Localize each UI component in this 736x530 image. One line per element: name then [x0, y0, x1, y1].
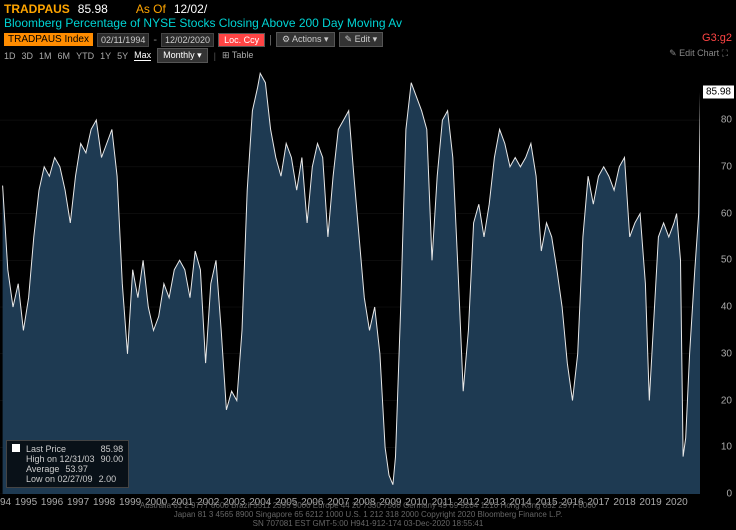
interval-1m[interactable]: 1M [39, 51, 52, 61]
interval-ytd[interactable]: YTD [76, 51, 94, 61]
y-tick-label: 20 [702, 395, 732, 406]
actions-button[interactable]: ⚙ Actions ▾ [276, 32, 335, 47]
ticker-value: 85.98 [78, 2, 108, 16]
page-indicator: G3:g2 [702, 32, 732, 44]
y-tick-label: 60 [702, 208, 732, 219]
y-tick-label: 70 [702, 161, 732, 172]
edit-button[interactable]: ✎ Edit ▾ [339, 32, 384, 47]
y-tick-label: 10 [702, 442, 732, 453]
legend-high-label: High on 12/31/03 [26, 454, 95, 464]
asof-date: 12/02/ [174, 2, 207, 16]
chart-canvas[interactable] [0, 64, 700, 494]
legend-last-price-value: 85.98 [101, 444, 124, 454]
legend-low-label: Low on 02/27/09 [26, 474, 93, 484]
frequency-dropdown[interactable]: Monthly ▾ [157, 48, 208, 63]
interval-6m[interactable]: 6M [58, 51, 71, 61]
date-to-field[interactable]: 12/02/2020 [161, 33, 214, 47]
legend-avg-value: 53.97 [65, 464, 88, 474]
y-tick-label: 40 [702, 302, 732, 313]
interval-5y[interactable]: 5Y [117, 51, 128, 61]
legend-box: Last Price 85.98 High on 12/31/03 90.00 Av… [6, 440, 129, 488]
interval-1y[interactable]: 1Y [100, 51, 111, 61]
index-tag[interactable]: TRADPAUS Index [4, 33, 93, 46]
table-button[interactable]: ⊞ Table [222, 50, 253, 61]
legend-swatch [12, 444, 20, 452]
legend-low-value: 2.00 [99, 474, 117, 484]
footer-text: Australia 61 2 9777 8600 Brazil 5511 239… [0, 501, 736, 528]
y-tick-label: 0 [702, 489, 732, 500]
interval-max[interactable]: Max [134, 50, 151, 61]
interval-3d[interactable]: 3D [22, 51, 34, 61]
asof-label: As Of [136, 2, 166, 16]
interval-1d[interactable]: 1D [4, 51, 16, 61]
legend-avg-label: Average [26, 464, 59, 474]
local-ccy-button[interactable]: Loc. Ccy [218, 33, 265, 47]
legend-last-price-label: Last Price [26, 444, 66, 454]
ticker-symbol: TRADPAUS [4, 2, 70, 16]
current-value-marker: 85.98 [703, 86, 734, 99]
legend-high-value: 90.00 [101, 454, 124, 464]
date-from-field[interactable]: 02/11/1994 [97, 33, 149, 47]
y-tick-label: 50 [702, 255, 732, 266]
y-tick-label: 80 [702, 115, 732, 126]
chart-subtitle: Bloomberg Percentage of NYSE Stocks Clos… [4, 16, 402, 30]
edit-chart-link[interactable]: ✎ Edit Chart ⛶ [669, 48, 728, 59]
y-tick-label: 30 [702, 348, 732, 359]
